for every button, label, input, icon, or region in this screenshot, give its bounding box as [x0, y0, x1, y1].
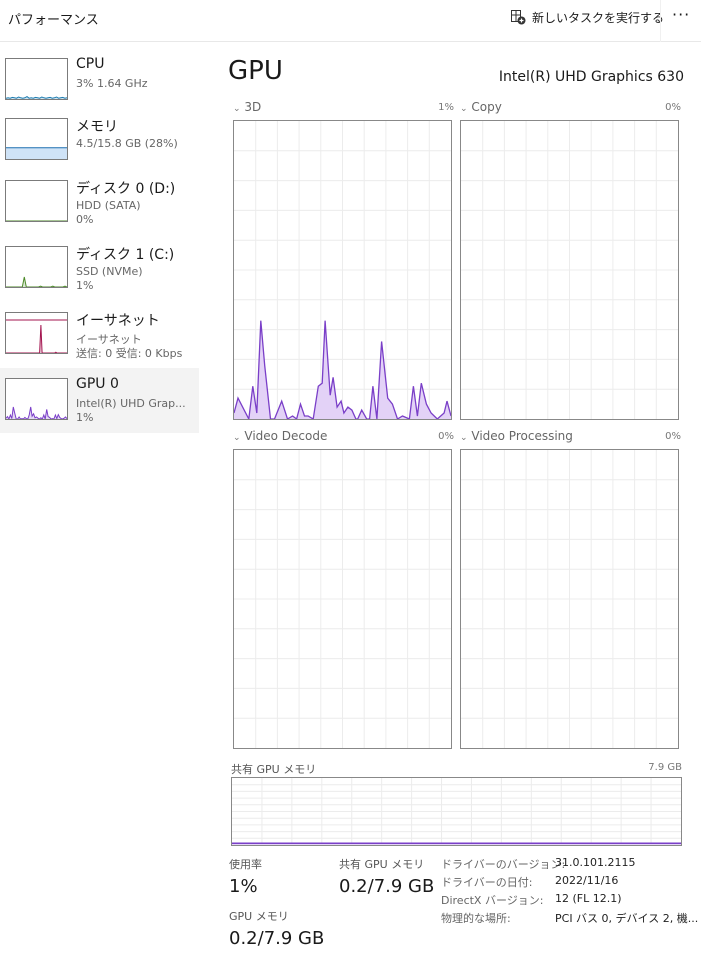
sidebar-item-name: メモリ	[76, 119, 118, 135]
sidebar-item-name: GPU 0	[76, 376, 119, 392]
thumb-line	[6, 276, 68, 288]
engine-label: Video Processing	[471, 429, 573, 443]
new-task-icon	[511, 10, 526, 25]
engine-percent: 1%	[438, 101, 454, 113]
engine-graph-3d	[233, 120, 452, 420]
shared-memory-stat-label: 共有 GPU メモリ	[339, 858, 425, 871]
sidebar-item-2[interactable]: ディスク 0 (D:) HDD (SATA) 0%	[0, 178, 199, 228]
thumb-area	[6, 325, 67, 353]
sidebar-item-sub: イーサネット	[76, 333, 142, 346]
thumbnail-graph	[5, 58, 68, 100]
usage-label: 使用率	[229, 858, 262, 871]
detail-value: 2022/11/16	[555, 874, 619, 887]
adapter-name: Intel(R) UHD Graphics 630	[498, 69, 684, 85]
detail-key: ドライバーのバージョン:	[441, 858, 566, 871]
shared-memory-stat-value: 0.2/7.9 GB	[339, 876, 435, 897]
sidebar-item-sub: SSD (NVMe)	[76, 265, 143, 278]
detail-value: PCI バス 0, デバイス 2, 機...	[555, 912, 699, 925]
engine-header: ⌄ 3D 1%	[233, 100, 454, 114]
sidebar-item-name: イーサネット	[76, 313, 160, 329]
detail-value: 31.0.101.2115	[555, 856, 636, 869]
thumb-line	[5, 96, 68, 99]
engine-selector[interactable]: ⌄ 3D	[233, 100, 261, 114]
engine-selector[interactable]: ⌄ Copy	[460, 100, 502, 114]
run-new-task-button[interactable]: 新しいタスクを実行する	[510, 8, 664, 26]
engine-percent: 0%	[665, 101, 681, 113]
engine-graph-video-processing	[460, 449, 679, 749]
page-title: パフォーマンス	[8, 13, 99, 28]
gpu-memory-label: GPU メモリ	[229, 910, 289, 923]
engine-header: ⌄ Video Decode 0%	[233, 429, 454, 443]
sidebar-item-sub: 3% 1.64 GHz	[76, 77, 148, 90]
sidebar-item-5[interactable]: GPU 0 Intel(R) UHD Grap... 1%	[0, 368, 199, 433]
engine-percent: 0%	[665, 430, 681, 442]
thumbnail-graph	[5, 246, 68, 288]
sidebar-item-1[interactable]: メモリ 4.5/15.8 GB (28%)	[0, 116, 199, 166]
sidebar-item-name: CPU	[76, 56, 105, 72]
thumbnail-graph	[5, 180, 68, 222]
sidebar-item-name: ディスク 0 (D:)	[76, 181, 176, 197]
sidebar-item-sub: HDD (SATA)	[76, 199, 141, 212]
sidebar-item-sub2: 送信: 0 受信: 0 Kbps	[76, 347, 183, 360]
shared-memory-graph	[231, 777, 682, 846]
sidebar-item-4[interactable]: イーサネット イーサネット 送信: 0 受信: 0 Kbps	[0, 310, 199, 360]
engine-graph-video-decode	[233, 449, 452, 749]
header-bar: パフォーマンス 新しいタスクを実行する ···	[0, 0, 701, 42]
thumbnail-graph	[5, 378, 68, 421]
thumb-area	[6, 277, 67, 287]
memory-fill	[6, 147, 67, 159]
detail-key: ドライバーの日付:	[441, 876, 533, 889]
usage-value: 1%	[229, 876, 258, 897]
engine-label: Copy	[471, 100, 502, 114]
gpu-title: GPU	[228, 56, 283, 86]
chevron-down-icon: ⌄	[460, 433, 468, 443]
shared-memory-label: 共有 GPU メモリ	[231, 763, 317, 776]
engine-percent: 0%	[438, 430, 454, 442]
engine-header: ⌄ Video Processing 0%	[460, 429, 681, 443]
shared-memory-max: 7.9 GB	[648, 762, 682, 773]
sidebar-item-sub2: 0%	[76, 213, 94, 226]
engine-selector[interactable]: ⌄ Video Decode	[233, 429, 327, 443]
sidebar-item-sub2: 1%	[76, 279, 94, 292]
gpu-memory-value: 0.2/7.9 GB	[229, 928, 325, 949]
sidebar-item-sub2: 1%	[76, 411, 94, 424]
sidebar-item-3[interactable]: ディスク 1 (C:) SSD (NVMe) 1%	[0, 244, 199, 294]
thumbnail-graph	[5, 118, 68, 160]
engine-label: Video Decode	[244, 429, 328, 443]
sidebar-item-0[interactable]: CPU 3% 1.64 GHz	[0, 56, 199, 106]
engine-header: ⌄ Copy 0%	[460, 100, 681, 114]
detail-key: 物理的な場所:	[441, 912, 511, 925]
sidebar-item-sub: 4.5/15.8 GB (28%)	[76, 137, 178, 150]
chevron-down-icon: ⌄	[233, 104, 241, 114]
thumb-line	[6, 324, 67, 354]
engine-selector[interactable]: ⌄ Video Processing	[460, 429, 573, 443]
run-new-task-label: 新しいタスクを実行する	[532, 10, 665, 25]
ellipsis-icon[interactable]: ···	[672, 5, 691, 24]
detail-value: 12 (FL 12.1)	[555, 892, 622, 905]
chevron-down-icon: ⌄	[460, 104, 468, 114]
engine-label: 3D	[244, 100, 262, 114]
engine-graph-copy	[460, 120, 679, 420]
chevron-down-icon: ⌄	[233, 433, 241, 443]
divider	[660, 0, 661, 42]
sidebar-item-name: ディスク 1 (C:)	[76, 247, 175, 263]
thumbnail-graph	[5, 312, 68, 354]
sidebar-item-sub: Intel(R) UHD Grap...	[76, 397, 186, 410]
detail-key: DirectX バージョン:	[441, 894, 544, 907]
